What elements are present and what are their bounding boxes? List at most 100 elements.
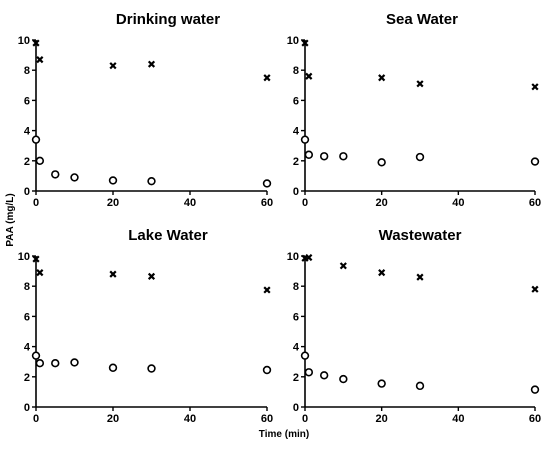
- circle-data-point: [530, 157, 540, 166]
- chart-panel-4: Wastewater 0 2 4 6 8 10 0 20 40 60: [287, 227, 541, 425]
- x-tick-label: 0: [302, 413, 308, 425]
- y-tick-label: 6: [293, 311, 299, 323]
- circle-data-point: [530, 385, 540, 394]
- circle-data-point: [31, 351, 41, 360]
- cross-data-point: [531, 285, 539, 293]
- cross-data-point: [416, 80, 424, 88]
- cross-data-point: [109, 270, 117, 278]
- circle-data-point: [377, 379, 386, 388]
- x-tick-label: 40: [452, 413, 464, 425]
- cross-data-point: [378, 269, 386, 277]
- y-tick-label: 8: [24, 65, 30, 77]
- x-tick-label: 20: [376, 413, 388, 425]
- panel-title: Drinking water: [116, 11, 220, 28]
- y-tick-label: 8: [24, 281, 30, 293]
- y-tick-label: 0: [293, 402, 299, 414]
- cross-data-point: [109, 62, 117, 70]
- y-tick-label: 4: [24, 126, 31, 138]
- y-tick-label: 2: [293, 156, 299, 168]
- x-tick-label: 20: [376, 197, 388, 209]
- cross-data-point: [301, 39, 309, 47]
- cross-data-point: [147, 272, 156, 280]
- y-tick-label: 6: [24, 95, 30, 107]
- x-tick-label: 40: [452, 197, 464, 209]
- y-tick-label: 0: [293, 186, 299, 198]
- circle-data-point: [31, 135, 41, 144]
- circle-data-point: [70, 173, 79, 182]
- y-tick-label: 6: [24, 311, 30, 323]
- x-tick-label: 0: [33, 197, 39, 209]
- y-tick-label: 4: [293, 342, 300, 354]
- circle-data-point: [300, 351, 310, 360]
- x-tick-label: 40: [184, 197, 196, 209]
- x-tick-label: 60: [529, 413, 541, 425]
- y-tick-label: 10: [287, 35, 299, 47]
- cross-data-point: [305, 253, 313, 262]
- cross-data-point: [147, 60, 156, 68]
- chart-panel-2: Sea Water 0 2 4 6 8 10 0 20 40 60: [287, 11, 541, 209]
- circle-data-point: [108, 363, 118, 372]
- y-tick-label: 10: [18, 251, 30, 263]
- y-tick-label: 4: [293, 126, 300, 138]
- circle-data-point: [35, 156, 45, 166]
- circle-data-point: [70, 358, 79, 367]
- y-tick-label: 10: [287, 251, 299, 263]
- chart-panel-3: Lake Water 0 2 4 6 8 10 0 20 40 60: [18, 227, 273, 425]
- circle-data-point: [319, 371, 329, 380]
- x-tick-label: 0: [33, 413, 39, 425]
- circle-data-point: [415, 381, 425, 391]
- cross-data-point: [339, 262, 347, 270]
- circle-data-point: [51, 170, 60, 179]
- circle-data-point: [339, 374, 348, 384]
- cross-data-point: [36, 269, 44, 277]
- circle-data-point: [304, 368, 314, 377]
- x-tick-label: 40: [184, 413, 196, 425]
- x-tick-label: 60: [261, 413, 273, 425]
- cross-data-point: [416, 273, 424, 281]
- x-tick-label: 0: [302, 197, 308, 209]
- cross-data-point: [378, 74, 386, 82]
- x-tick-label: 60: [261, 197, 273, 209]
- circle-data-point: [415, 152, 425, 162]
- circle-data-point: [147, 176, 156, 186]
- x-axis-label: Time (min): [259, 429, 309, 440]
- panel-title: Lake Water: [128, 227, 208, 244]
- y-tick-label: 2: [24, 372, 30, 384]
- y-tick-label: 4: [24, 342, 31, 354]
- y-tick-label: 0: [24, 402, 30, 414]
- circle-data-point: [304, 150, 314, 159]
- cross-data-point: [263, 74, 271, 82]
- y-tick-label: 2: [24, 156, 30, 168]
- circle-data-point: [377, 158, 386, 167]
- y-tick-label: 6: [293, 95, 299, 107]
- cross-data-point: [32, 255, 40, 263]
- y-axis-label: PAA (mg/L): [5, 193, 16, 246]
- cross-data-point: [531, 83, 539, 91]
- circle-data-point: [147, 364, 156, 373]
- x-tick-label: 60: [529, 197, 541, 209]
- cross-data-point: [32, 39, 40, 47]
- panel-title: Sea Water: [386, 11, 458, 28]
- cross-data-point: [263, 286, 271, 294]
- chart-panel-1: Drinking water 0 2 4 6 8 10 0 20 40 60: [18, 11, 273, 209]
- circle-data-point: [339, 152, 348, 161]
- circle-data-point: [262, 365, 272, 375]
- y-tick-label: 0: [24, 186, 30, 198]
- x-tick-label: 20: [107, 197, 119, 209]
- x-tick-label: 20: [107, 413, 119, 425]
- circle-data-point: [300, 135, 310, 144]
- cross-data-point: [305, 72, 313, 80]
- y-tick-label: 8: [293, 281, 299, 293]
- panel-title: Wastewater: [379, 227, 462, 244]
- y-tick-label: 2: [293, 372, 299, 384]
- circle-data-point: [108, 176, 118, 185]
- circle-data-point: [51, 359, 60, 368]
- y-tick-label: 10: [18, 35, 30, 47]
- circle-data-point: [35, 359, 45, 368]
- cross-data-point: [36, 56, 44, 64]
- circle-data-point: [262, 179, 272, 188]
- circle-data-point: [319, 152, 329, 161]
